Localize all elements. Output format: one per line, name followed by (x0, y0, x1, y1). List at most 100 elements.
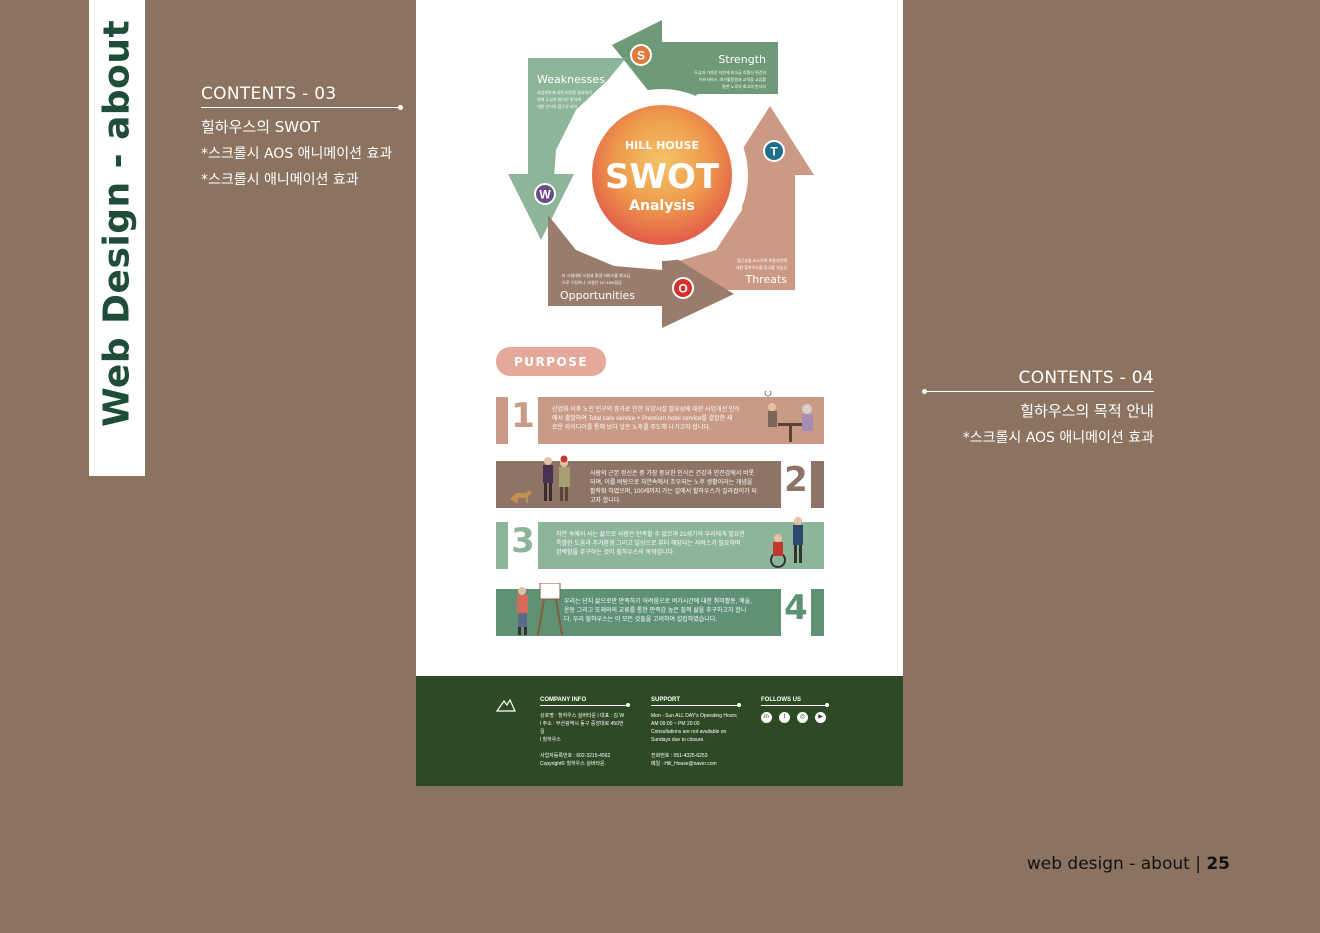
footer-support-line: AM 09:00 ~ PM 20:00 (651, 721, 700, 727)
opportunities-arrowhead (662, 250, 734, 328)
painting-illustration (517, 583, 563, 636)
o-letter: O (678, 282, 687, 296)
wheelchair-illustration (770, 517, 803, 568)
contents-03-heading: CONTENTS - 03 (201, 84, 337, 104)
s-letter: S (637, 49, 645, 63)
threats-text: 접근성을 요소하여 비용지연해 (737, 257, 787, 263)
footer-rule (651, 703, 741, 707)
purpose-text: 에서 출발하여 Total care service + Premium hot… (552, 416, 733, 422)
instagram-icon[interactable]: ◎ (797, 712, 808, 723)
contents-03-rule (201, 105, 403, 110)
twitter-icon[interactable]: t (779, 712, 790, 723)
strength-text: 어프서비스, 여가활동원과 교육을 교류를 (699, 76, 766, 82)
threats-label: Threats (744, 273, 787, 286)
footer-company-line: l 주소 : 부산광역시 동구 중앙대로 450번길 (540, 721, 624, 735)
purpose-number-1: 1 (508, 393, 538, 450)
purpose-text: 완벽함을 추구하는 것이 힐하우스의 목적입니다. (556, 550, 675, 556)
purpose-row-1: 1 산업화 이후 노인 인구의 증가로 인한 요양시설 필요성에 대한 사업개선… (496, 391, 824, 450)
strength-text: 통한 노후의 최고의 만사의 (722, 83, 766, 89)
footer-company-line (540, 744, 628, 752)
swot-subtitle: Analysis (629, 198, 695, 214)
contents-03-line: *스크롤시 애니메이션 효과 (201, 172, 359, 188)
youtube-icon[interactable]: ▶ (815, 712, 826, 723)
linkedin-icon[interactable]: in (761, 712, 772, 723)
footer-support-line (651, 744, 739, 752)
footer-company-line: Copyright© 힐하우스 실버타운. (540, 761, 607, 767)
purpose-badge: PURPOSE (496, 347, 606, 376)
weakness-text: 사업분야에 대한 비용을 필요하기 (537, 89, 592, 95)
purpose-row-4: 우리는 단지 삶으로만 만족하기 어려움으로 여가시간에 대한 취미활동, 예술… (496, 583, 824, 642)
seniors-table-illustration (764, 391, 813, 442)
contents-04-rule (922, 389, 1154, 394)
strength-label: Strength (718, 53, 766, 66)
footer-rule (540, 703, 630, 707)
weakness-arrowhead (508, 174, 574, 240)
t-letter: T (770, 145, 778, 159)
page-footer-label: web design - about | (1026, 854, 1201, 874)
footer-follow-heading: FOLLOWS US (761, 697, 801, 703)
purpose-number-4: 4 (781, 585, 811, 642)
page-mockup: HILL HOUSE SWOT Analysis Strength 도심과 가까… (416, 0, 903, 786)
page-number: 25 (1206, 854, 1230, 874)
w-badge (536, 185, 554, 203)
purpose-text: 활착화 하였으며, 100세까지 가는 길에서 힐하우스가 길라잡이가 되 (590, 489, 757, 495)
contents-03-line: 힐하우스의 SWOT (201, 118, 321, 136)
side-title: Web Design - about (96, 19, 138, 427)
purpose-text: 자연 속에서 사는 삶으로 사람은 만족할 수 없으며 21세기의 우리에게 필… (556, 532, 745, 538)
swot-core (592, 105, 732, 245)
contents-03-note: CONTENTS - 03 힐하우스의 SWOT *스크롤시 AOS 애니메이션… (201, 84, 403, 189)
footer-support-heading: SUPPORT (651, 697, 681, 703)
hill-house-logo-icon[interactable] (496, 698, 516, 712)
threats-arrowhead (726, 106, 814, 175)
purpose-row-2: 사람의 근본 정신은 중 가장 중요한 인식은 건강과 안전감에서 비롯 되며,… (496, 455, 824, 514)
opportunities-label: Opportunities (560, 289, 635, 302)
contents-04-line: 힐하우스의 목적 안내 (1020, 402, 1154, 420)
purpose-text: 우리는 단지 삶으로만 만족하기 어려움으로 여가시간에 대한 취미활동, 예술… (564, 599, 752, 605)
purpose-text: 고자 합니다. (590, 498, 621, 504)
strength-text: 도심과 가까운 자연에 최고급 호텔식 편견과 (694, 69, 766, 75)
purpose-number-3: 3 (508, 518, 538, 575)
swot-diagram: HILL HOUSE SWOT Analysis Strength 도심과 가까… (508, 20, 814, 328)
o-badge (674, 279, 692, 297)
contents-03-line: *스크롤시 AOS 애니메이션 효과 (201, 146, 393, 162)
opportunities-arrow (548, 215, 662, 306)
threats-text: 대한 힐하우스를 광고할 가능성 (736, 264, 787, 270)
swot-brand: HILL HOUSE (625, 139, 699, 152)
weakness-text: 위해 도심과 멀어진 위치에 (537, 96, 581, 102)
footer-rule (761, 703, 829, 707)
threats-arrow (662, 172, 795, 290)
purpose-text: 운동 그리고 또래와의 교류를 통한 만족감 높은 질적 삶을 추구하고자 합니 (564, 608, 747, 614)
footer-company-line: 사업자등록번호 : 602-3215-4562 (540, 753, 611, 759)
weakness-arrow (528, 58, 626, 178)
swot-title: SWOT (605, 157, 720, 197)
purpose-text: 다. 우리 힐하우스는 이 모든 것들을 고려하여 설립하였습니다. (564, 617, 718, 623)
purpose-text: 로운 아이디어를 통해 보다 낳은 노후를 주도해 나가고자 합니다. (552, 425, 711, 431)
strength-arrow (662, 42, 778, 120)
footer-support: SUPPORT Mon - Sun ALL DAY's Operating Ho… (651, 697, 741, 768)
purpose-text: 되며, 이를 바탕으로 자연속에서 조우되는 노후 생활이라는 개념을 (590, 480, 753, 486)
purpose-text: 산업화 이후 노인 인구의 증가로 인한 요양시설 필요성에 대한 사업개선 인… (552, 407, 740, 413)
purpose-number-2: 2 (781, 457, 811, 514)
weakness-label: Weaknesses (537, 73, 605, 86)
footer-support-line: 전화번호 : 051-4325-6253 (651, 753, 708, 759)
purpose-text: 특별한 도움과 주거환경 그리고 일상으로 부터 해당되는 서비스가 필요하며 (556, 541, 741, 547)
footer-company-heading: COMPANY INFO (540, 697, 587, 703)
purpose-row-3: 3 자연 속에서 사는 삶으로 사람은 만족할 수 없으며 21세기의 우리에게… (496, 517, 824, 575)
footer-company-line: l 힐하우스 (540, 737, 561, 743)
footer-follow: FOLLOWS US in t ◎ ▶ (761, 697, 829, 723)
purpose-text: 사람의 근본 정신은 중 가장 중요한 인식은 건강과 안전감에서 비롯 (590, 471, 755, 477)
s-badge (632, 46, 650, 64)
seniors-walking-illustration (510, 455, 570, 503)
contents-04-note: CONTENTS - 04 힐하우스의 목적 안내 *스크롤시 AOS 애니메이… (922, 368, 1154, 447)
footer-support-line: Consultations are not available on (651, 729, 727, 735)
contents-04-heading: CONTENTS - 04 (1018, 368, 1154, 388)
opportunities-text: 으로 구성하나, 비용은 10~15%정급 (562, 279, 622, 285)
footer-company-line: 상호명 : 힐하우스 실버타운 l 대표 : 김 W (540, 713, 625, 719)
t-badge (765, 142, 783, 160)
weakness-text: 대한 인식의 접근성 저하 (537, 103, 577, 109)
site-footer: COMPANY INFO 상호명 : 힐하우스 실버타운 l 대표 : 김 W … (416, 676, 903, 786)
footer-support-line[interactable]: 메일 : Hill_House@naver.com (651, 761, 717, 767)
footer-company-info: COMPANY INFO 상호명 : 힐하우스 실버타운 l 대표 : 김 W … (540, 697, 630, 768)
contents-04-line: *스크롤시 AOS 애니메이션 효과 (962, 430, 1154, 446)
page-footer: web design - about | 25 (1027, 854, 1230, 874)
